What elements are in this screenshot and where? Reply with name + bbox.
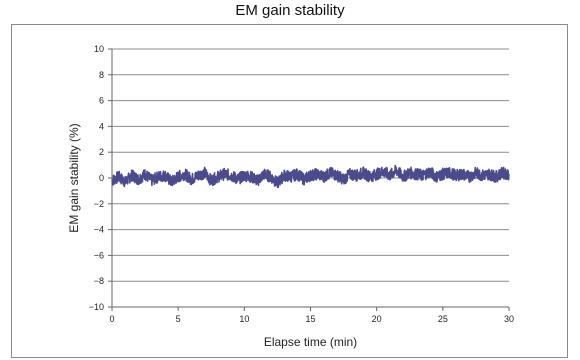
y-tick-label: 8 [99,70,104,80]
x-axis-label: Elapse time (min) [264,335,357,349]
y-tick-label: 6 [99,96,104,106]
y-tick-label: −6 [94,250,104,260]
grid-lines [112,48,509,308]
x-tick-label: 5 [176,314,181,324]
y-tick-label: 0 [99,173,104,183]
axis-ticks: −10 −8 −6 −4 −2 0 2 4 6 8 10 0 5 10 15 20 25 30 [89,44,514,324]
x-tick-label: 0 [109,314,114,324]
x-tick-label: 10 [239,314,249,324]
y-tick-label: −2 [94,199,104,209]
x-tick-label: 15 [305,314,315,324]
series-layer [111,164,510,189]
x-tick-label: 25 [438,314,448,324]
chart-title: EM gain stability [235,2,345,19]
x-tick-label: 20 [372,314,382,324]
x-tick-label: 30 [504,314,514,324]
y-tick-label: 4 [99,121,104,131]
y-tick-label: −10 [89,302,104,312]
y-tick-label: 10 [94,44,104,54]
y-tick-label: −4 [94,225,104,235]
y-tick-label: −8 [94,276,104,286]
y-tick-label: 2 [99,147,104,157]
y-axis-label: EM gain stability (%) [67,123,81,232]
chart-frame [11,24,568,358]
series-line [111,164,510,189]
